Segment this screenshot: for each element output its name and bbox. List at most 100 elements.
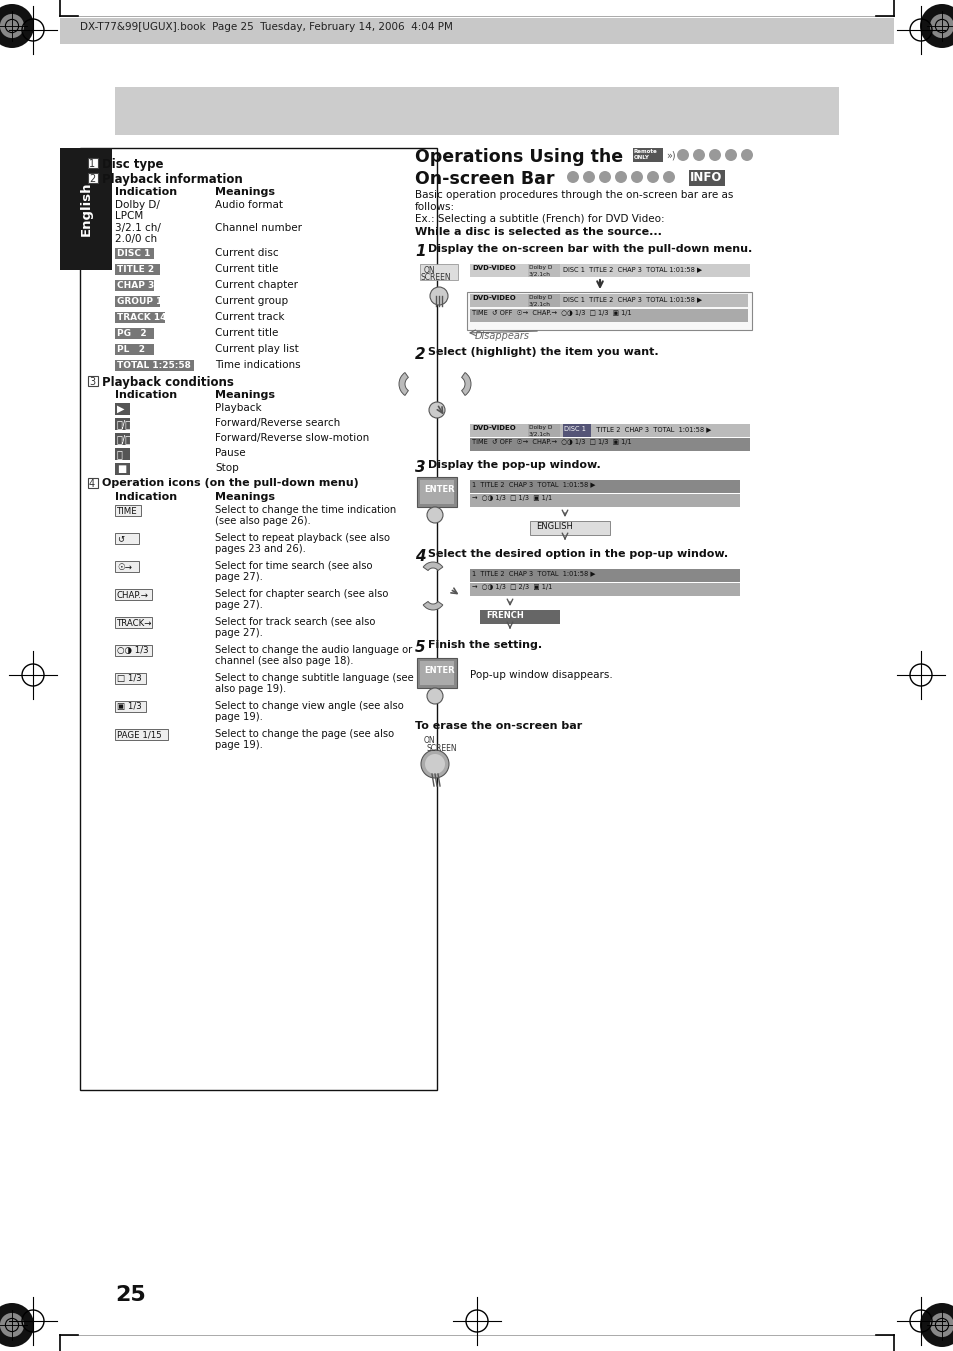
Text: Current group: Current group [214, 296, 288, 305]
Text: PL   2: PL 2 [117, 346, 145, 354]
Circle shape [0, 1302, 34, 1347]
Text: Select to change the page (see also: Select to change the page (see also [214, 730, 394, 739]
Bar [115, 249, 153, 259]
Text: 1  TITLE 2  CHAP 3  TOTAL  1:01:58 ▶: 1 TITLE 2 CHAP 3 TOTAL 1:01:58 ▶ [472, 481, 595, 486]
Circle shape [929, 1313, 953, 1337]
Text: →  ○◑ 1/3  □ 2/3  ▣ 1/1: → ○◑ 1/3 □ 2/3 ▣ 1/1 [472, 584, 552, 590]
Bar [470, 438, 749, 451]
Text: 3/2.1 ch/: 3/2.1 ch/ [115, 223, 161, 232]
Text: Playback: Playback [214, 403, 261, 413]
Text: SCREEN: SCREEN [420, 273, 451, 282]
Text: Select (highlight) the item you want.: Select (highlight) the item you want. [428, 347, 658, 357]
Text: Pop-up window disappears.: Pop-up window disappears. [470, 670, 612, 680]
Text: Ex.: Selecting a subtitle (French) for DVD Video:: Ex.: Selecting a subtitle (French) for D… [415, 213, 664, 224]
Text: Channel number: Channel number [214, 223, 302, 232]
Text: Current title: Current title [214, 263, 278, 274]
Bar [562, 424, 590, 436]
Text: ↺: ↺ [117, 535, 124, 543]
Bar [115, 617, 152, 628]
Text: page 27).: page 27). [214, 571, 263, 582]
Bar [88, 376, 98, 386]
Text: ⏷/⏴: ⏷/⏴ [117, 434, 132, 444]
Text: Select to change the audio language or: Select to change the audio language or [214, 644, 412, 655]
Text: Forward/Reverse search: Forward/Reverse search [214, 417, 340, 428]
Bar [88, 158, 98, 168]
Text: SCREEN: SCREEN [427, 744, 457, 753]
Bar [115, 359, 194, 372]
Text: ■: ■ [117, 463, 126, 474]
Text: 1: 1 [415, 245, 425, 259]
Text: Meanings: Meanings [214, 390, 274, 400]
Circle shape [677, 149, 688, 161]
Bar [115, 280, 153, 290]
Bar [115, 417, 130, 430]
Bar [115, 644, 152, 657]
Circle shape [0, 4, 34, 49]
Text: page 27).: page 27). [214, 628, 263, 638]
Circle shape [0, 1313, 24, 1337]
Text: ⏩/⏪: ⏩/⏪ [117, 419, 132, 430]
Bar [115, 534, 139, 544]
Text: 3: 3 [89, 377, 95, 386]
Text: Disappears: Disappears [475, 331, 530, 340]
Text: Select for time search (see also: Select for time search (see also [214, 561, 372, 571]
Text: 4: 4 [89, 480, 95, 489]
Text: Indication: Indication [115, 390, 177, 400]
Text: GROUP 1: GROUP 1 [117, 297, 162, 307]
Text: channel (see also page 18).: channel (see also page 18). [214, 657, 354, 666]
Text: ▣ 1/3: ▣ 1/3 [117, 703, 142, 712]
Text: page 19).: page 19). [214, 740, 263, 750]
Text: Select to change view angle (see also: Select to change view angle (see also [214, 701, 403, 711]
Bar [688, 170, 724, 186]
Wedge shape [423, 562, 442, 570]
Text: DX-T77&99[UGUX].book  Page 25  Tuesday, February 14, 2006  4:04 PM: DX-T77&99[UGUX].book Page 25 Tuesday, Fe… [80, 22, 453, 32]
Circle shape [630, 172, 642, 182]
Text: DISC 1: DISC 1 [563, 426, 585, 432]
Bar [470, 480, 740, 493]
Bar [115, 463, 130, 476]
Text: Indication: Indication [115, 492, 177, 503]
Circle shape [646, 172, 659, 182]
Text: ○◑ 1/3: ○◑ 1/3 [117, 647, 149, 655]
Bar [479, 611, 559, 624]
Text: Operations Using the: Operations Using the [415, 149, 622, 166]
Text: Select to change subtitle language (see: Select to change subtitle language (see [214, 673, 414, 684]
Text: English: English [79, 182, 92, 236]
Circle shape [598, 172, 610, 182]
Circle shape [427, 688, 442, 704]
Text: page 19).: page 19). [214, 712, 263, 721]
Text: Indication: Indication [115, 186, 177, 197]
Bar [115, 561, 139, 571]
Text: Pause: Pause [214, 449, 245, 458]
Text: 2: 2 [89, 174, 95, 184]
Circle shape [708, 149, 720, 161]
Text: Display the on-screen bar with the pull-down menu.: Display the on-screen bar with the pull-… [428, 245, 752, 254]
Text: 2: 2 [415, 347, 425, 362]
Text: 3/2.1ch: 3/2.1ch [529, 272, 550, 276]
Circle shape [424, 754, 444, 774]
Bar [60, 149, 112, 270]
Text: DISC 1: DISC 1 [117, 250, 151, 258]
Bar [470, 569, 740, 582]
Wedge shape [398, 373, 408, 396]
Text: Current chapter: Current chapter [214, 280, 297, 290]
Text: ▶: ▶ [117, 404, 125, 413]
Text: Dolby D: Dolby D [529, 295, 552, 300]
Text: DISC 1  TITLE 2  CHAP 3  TOTAL 1:01:58 ▶: DISC 1 TITLE 2 CHAP 3 TOTAL 1:01:58 ▶ [562, 296, 701, 303]
Bar [115, 589, 152, 600]
Text: Operation icons (on the pull-down menu): Operation icons (on the pull-down menu) [102, 478, 358, 488]
Bar [60, 18, 893, 45]
Text: Dolby D: Dolby D [529, 426, 552, 430]
Bar [115, 673, 147, 684]
Text: CHAP.→: CHAP.→ [117, 590, 149, 600]
Wedge shape [423, 601, 442, 611]
Text: Remote
ONLY: Remote ONLY [634, 149, 657, 159]
Bar [115, 449, 130, 459]
Text: follows:: follows: [415, 203, 455, 212]
Text: 3: 3 [415, 459, 425, 476]
Text: TITLE 2  CHAP 3  TOTAL  1:01:58 ▶: TITLE 2 CHAP 3 TOTAL 1:01:58 ▶ [592, 426, 711, 432]
Circle shape [724, 149, 737, 161]
Text: Select the desired option in the pop-up window.: Select the desired option in the pop-up … [428, 549, 727, 559]
Text: also page 19).: also page 19). [214, 684, 286, 694]
Bar [115, 434, 130, 444]
